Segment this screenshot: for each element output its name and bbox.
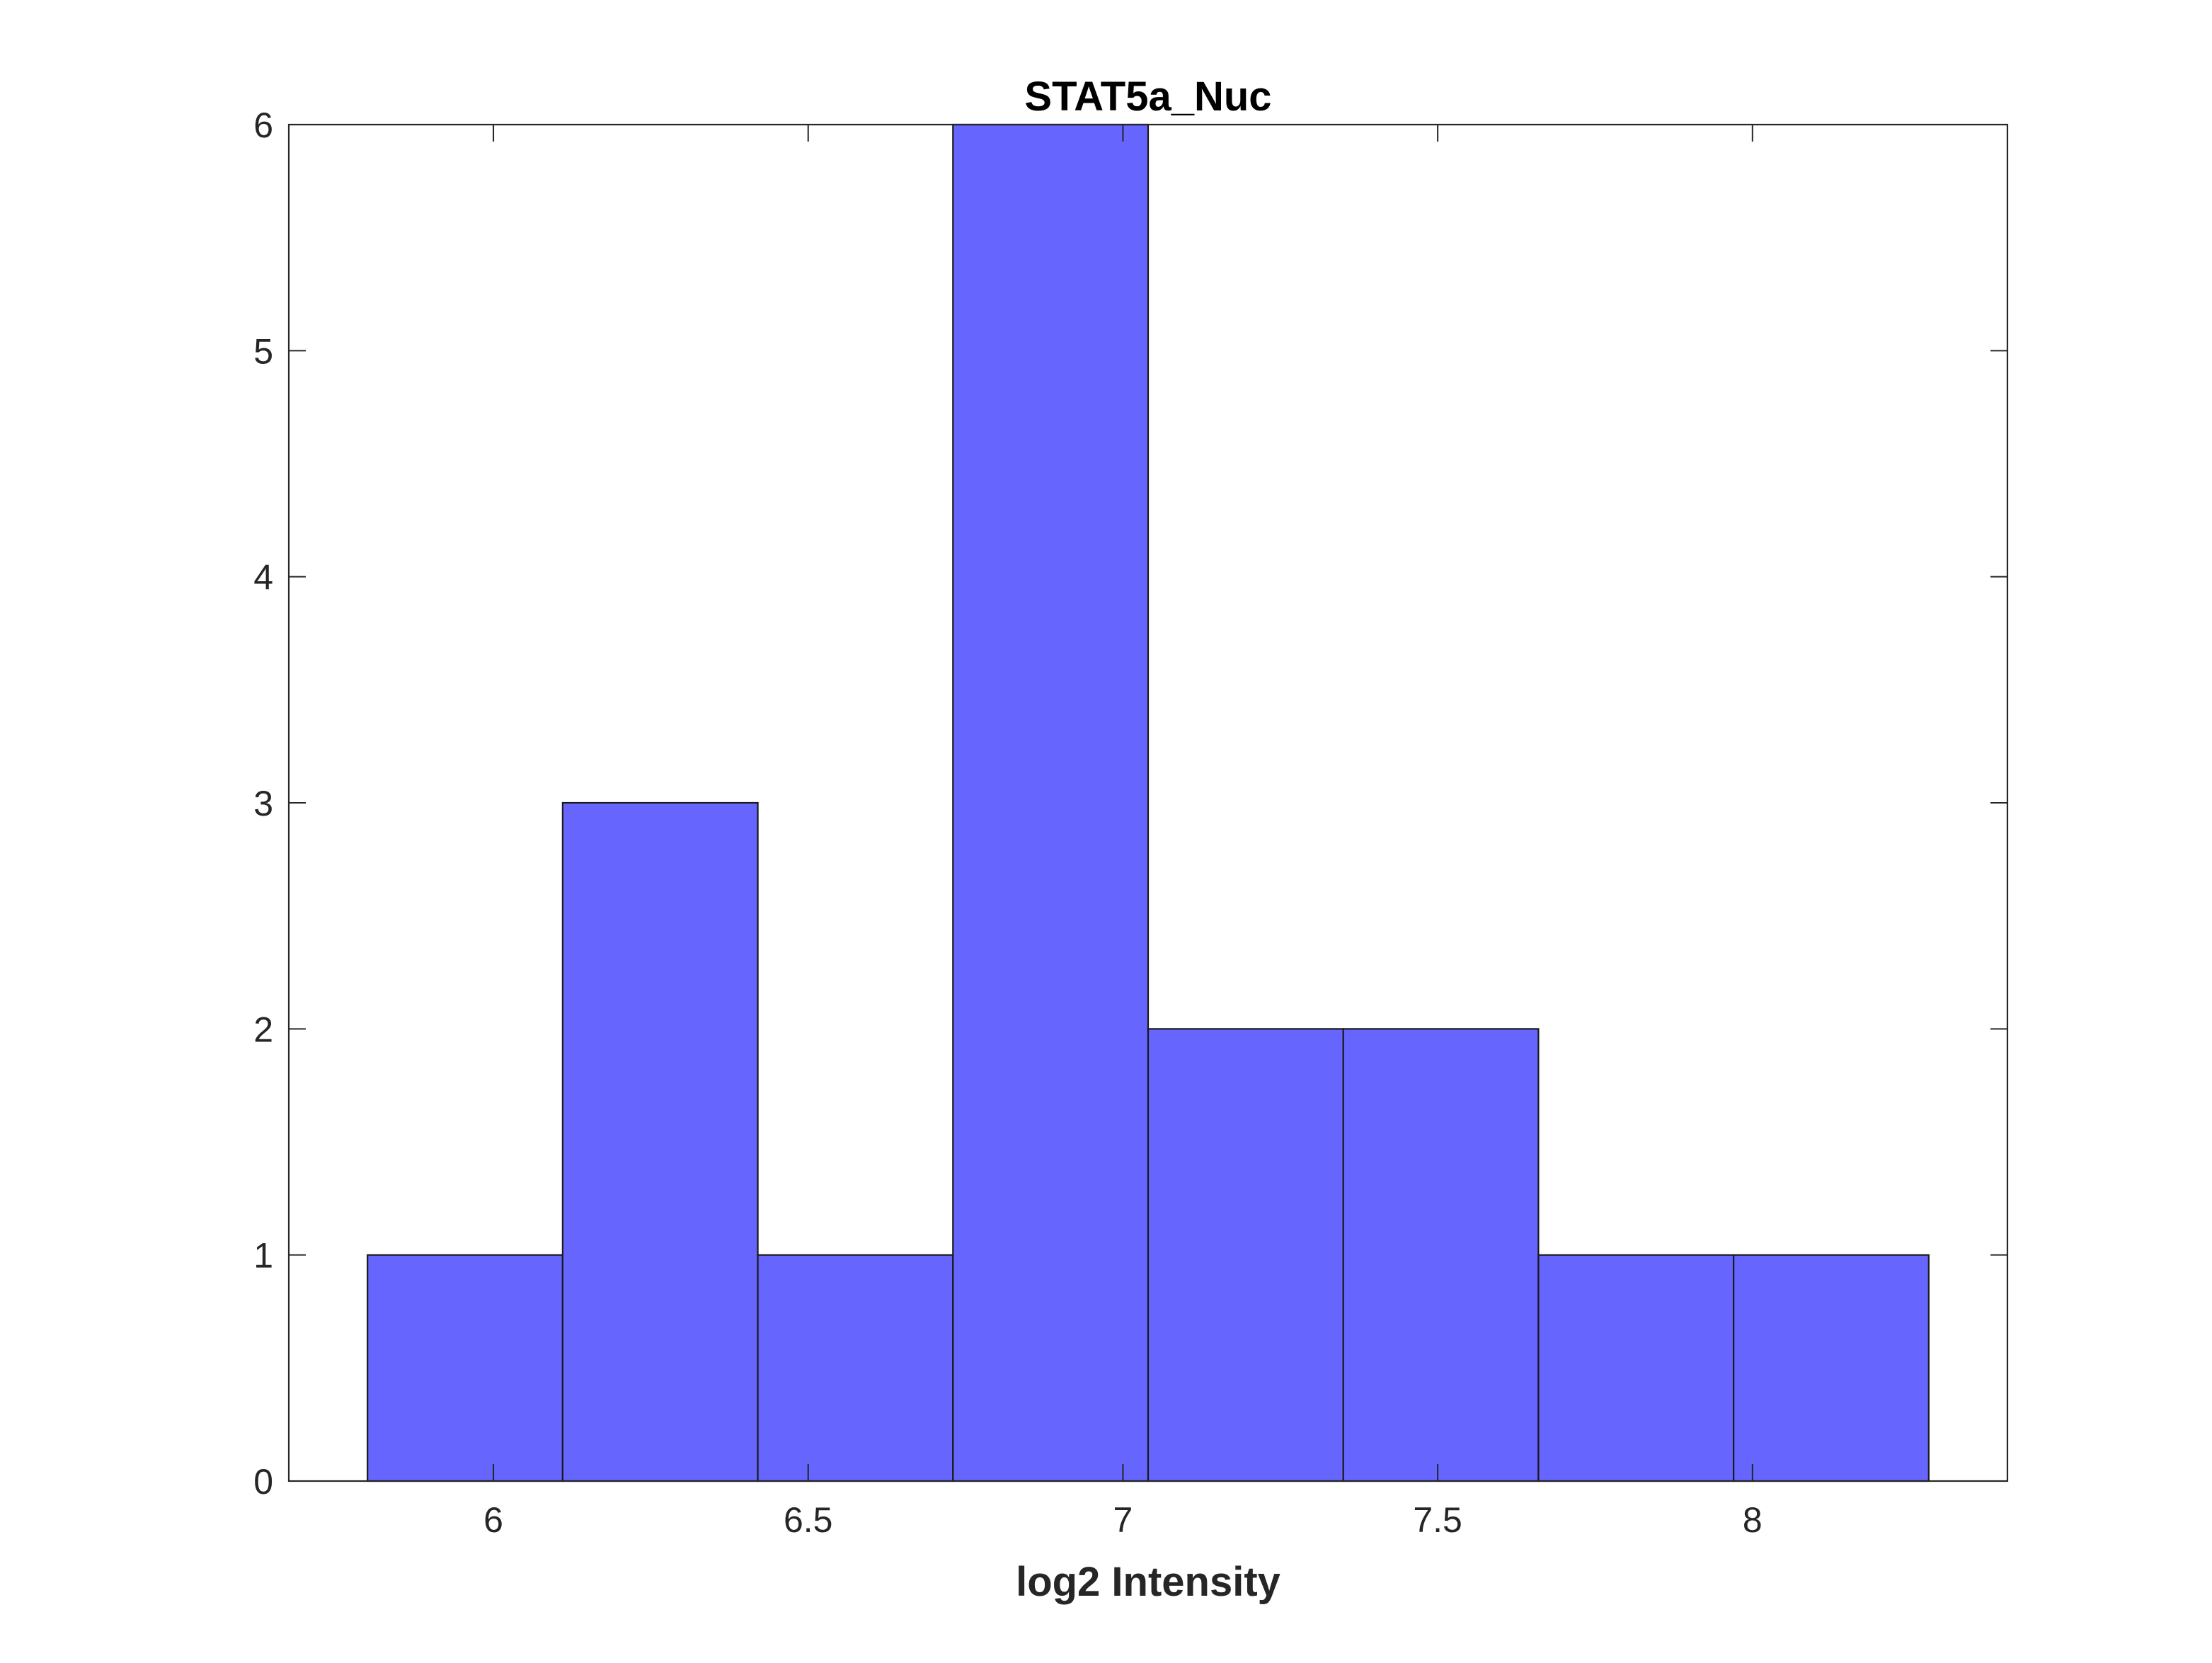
- x-tick-label: 6.5: [784, 1500, 833, 1540]
- histogram-bar-5: [1147, 1028, 1344, 1482]
- y-tick-label: 5: [253, 331, 273, 371]
- histogram-bar-4: [952, 123, 1150, 1482]
- bars-group: [367, 123, 1930, 1482]
- x-tick-label: 8: [1743, 1500, 1763, 1540]
- y-tick-label: 2: [253, 1010, 273, 1049]
- histogram-bar-3: [757, 1254, 954, 1482]
- tick-labels-group: 6 6.5 7 7.5 8 0 1 2 3 4 5 6: [253, 105, 1763, 1540]
- y-tick-label: 3: [253, 784, 273, 823]
- y-tick-label: 4: [253, 558, 273, 598]
- y-tick-label: 6: [253, 105, 273, 145]
- histogram-bar-1: [367, 1254, 563, 1482]
- x-tick-label: 7.5: [1413, 1500, 1462, 1540]
- histogram-bar-6: [1342, 1028, 1540, 1482]
- histogram-bar-7: [1537, 1254, 1735, 1482]
- ticks-group: [289, 124, 2007, 1482]
- x-tick-label: 6: [483, 1500, 503, 1540]
- chart-title: STAT5a_Nuc: [1024, 74, 1271, 120]
- x-tick-label: 7: [1113, 1500, 1133, 1540]
- y-tick-label: 1: [253, 1236, 273, 1276]
- y-tick-label: 0: [253, 1462, 273, 1502]
- x-axis-label: log2 Intensity: [1016, 1559, 1280, 1605]
- histogram-bar-8: [1733, 1254, 1930, 1482]
- histogram-bar-2: [561, 801, 759, 1482]
